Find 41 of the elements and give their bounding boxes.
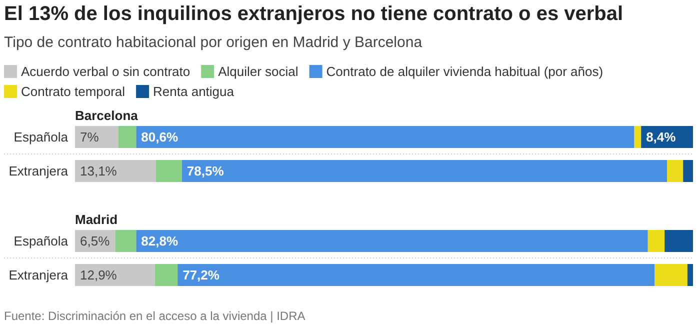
legend-label: Acuerdo verbal o sin contrato bbox=[21, 64, 190, 79]
legend-label: Renta antigua bbox=[153, 84, 235, 99]
bar bbox=[182, 160, 668, 182]
source-note: Fuente: Discriminación en el acceso a la vivienda | IDRA bbox=[4, 309, 306, 323]
bar bbox=[683, 160, 693, 182]
bar bbox=[648, 230, 665, 252]
bar bbox=[178, 264, 655, 286]
data-label: 77,2% bbox=[182, 268, 220, 282]
bar bbox=[634, 126, 642, 148]
bar bbox=[156, 160, 182, 182]
chart-title: El 13% de los inquilinos extranjeros no tiene contrato o es verbal bbox=[4, 3, 624, 25]
bar bbox=[75, 160, 156, 182]
data-label: 8,4% bbox=[646, 130, 676, 144]
data-label: 78,5% bbox=[186, 164, 224, 178]
bar bbox=[75, 264, 155, 286]
bar bbox=[687, 264, 693, 286]
legend-title: Madrid bbox=[75, 212, 118, 227]
legend-label: Alquiler social bbox=[218, 64, 298, 79]
data-label: 80,6% bbox=[141, 130, 178, 144]
legend-title: Barcelona bbox=[75, 108, 139, 123]
data-label: 12,9% bbox=[80, 268, 118, 282]
bar bbox=[667, 160, 684, 182]
bar bbox=[118, 126, 136, 148]
data-label: 7% bbox=[80, 130, 100, 144]
bar bbox=[115, 230, 136, 252]
bar bbox=[136, 126, 634, 148]
y-tick-label: Extranjera bbox=[8, 268, 69, 282]
chart-subtitle: Tipo de contrato habitacional por origen en Madrid y Barcelona bbox=[4, 34, 423, 51]
data-label: 6,5% bbox=[80, 234, 110, 248]
y-tick-label: Extranjera bbox=[8, 164, 69, 178]
legend-label: Contrato de alquiler vivienda habitual (por años) bbox=[326, 64, 604, 79]
bar bbox=[75, 126, 118, 148]
bar bbox=[664, 230, 693, 252]
bar bbox=[154, 264, 178, 286]
y-tick-label: Española bbox=[14, 130, 69, 144]
y-tick-label: Española bbox=[14, 234, 69, 248]
bar bbox=[136, 230, 648, 252]
data-label: 82,8% bbox=[141, 234, 178, 248]
bar bbox=[654, 264, 688, 286]
data-label: 13,1% bbox=[80, 164, 118, 178]
legend-label: Contrato temporal bbox=[21, 84, 126, 99]
